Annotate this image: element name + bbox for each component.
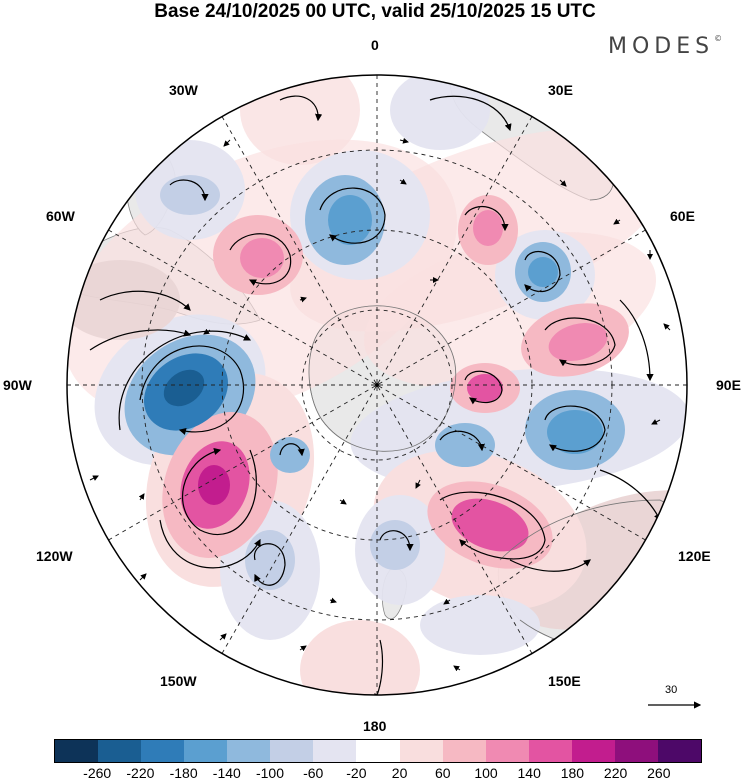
colorbar-segment: [528, 740, 572, 762]
colorbar-tick-label: 20: [391, 765, 408, 781]
streamlines: [89, 95, 661, 695]
lon-label-90w: 90W: [3, 377, 32, 393]
lon-label-60e: 60E: [670, 208, 695, 224]
colorbar-segment: [442, 740, 486, 762]
lon-label-150e: 150E: [548, 673, 581, 689]
colorbar-tick-label: -100: [255, 765, 285, 781]
colorbar-segment: [98, 740, 142, 762]
strong-anomalies: [144, 195, 608, 552]
lon-label-0: 0: [371, 37, 379, 53]
colorbar-tick-label: 260: [647, 765, 671, 781]
colorbar-tick-label: -180: [169, 765, 198, 781]
lon-label-120e: 120E: [678, 548, 711, 564]
colorbar: [54, 739, 702, 763]
colorbar-tick-label: 180: [560, 765, 585, 781]
colorbar-segment: [313, 740, 357, 762]
colorbar-segment: [614, 740, 658, 762]
colorbar-tick-label: -260: [83, 765, 112, 781]
colorbar-tick-label: -60: [303, 765, 324, 781]
colorbar-segment: [141, 740, 185, 762]
colorbar-tick-label: 100: [474, 765, 498, 781]
colorbar-tick-label: -20: [346, 765, 367, 781]
south-pole-marker: [375, 383, 379, 387]
lon-label-180: 180: [363, 718, 387, 734]
colorbar-segment: [657, 740, 701, 762]
brand-logo: MODES©: [608, 34, 723, 59]
colorbar-tick-label: -220: [126, 765, 155, 781]
colorbar-segment: [184, 740, 228, 762]
colorbar-tick-label: -140: [212, 765, 241, 781]
graticule: [67, 75, 687, 695]
polar-map: [66, 74, 702, 709]
map-boundary: [66, 74, 688, 696]
colorbar-tick-label: 60: [435, 765, 451, 781]
lon-label-120w: 120W: [36, 548, 73, 564]
colorbar-segment: [399, 740, 443, 762]
colorbar-ticks: -260 -220 -180 -140 -100 -60 -20 20 60 100 140 180 2…: [0, 765, 750, 783]
colorbar-tick-label: 220: [603, 765, 628, 781]
colorbar-tick-label: 140: [517, 765, 541, 781]
lon-label-30w: 30W: [169, 82, 198, 98]
lon-label-30e: 30E: [548, 82, 573, 98]
colorbar-segment: [227, 740, 271, 762]
anomaly-field: [67, 75, 687, 695]
colorbar-segment: [485, 740, 529, 762]
lon-label-90e: 90E: [716, 377, 741, 393]
map-title: Base 24/10/2025 00 UTC, valid 25/10/2025…: [154, 1, 596, 22]
lon-label-150w: 150W: [160, 673, 197, 689]
colorbar-segment: [571, 740, 615, 762]
colorbar-segment: [356, 740, 400, 762]
lon-label-60w: 60W: [46, 208, 75, 224]
colorbar-segment: [270, 740, 314, 762]
colorbar-segment: [55, 740, 99, 762]
reference-vector-label: 30: [665, 684, 678, 696]
